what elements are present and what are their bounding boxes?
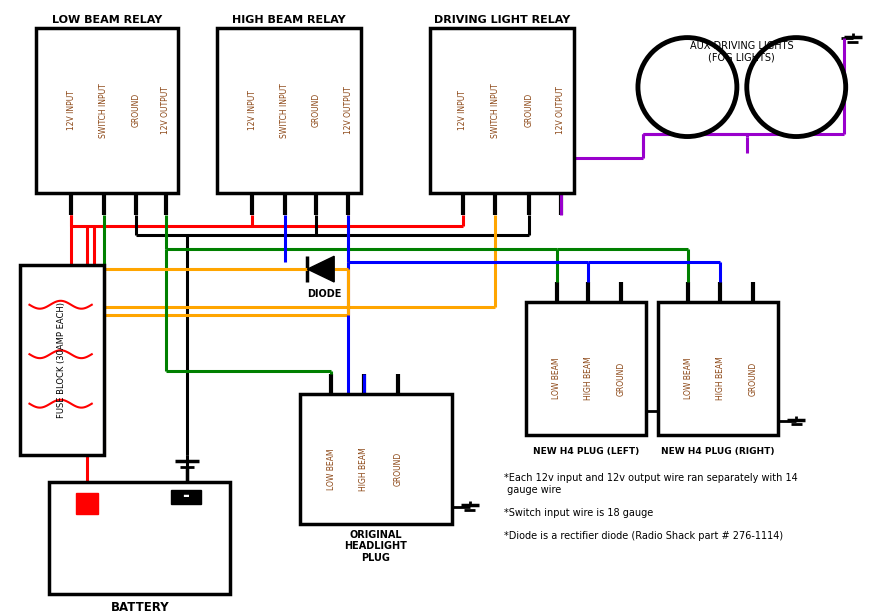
Text: HIGH BEAM RELAY: HIGH BEAM RELAY: [232, 15, 346, 25]
Text: 12V INPUT: 12V INPUT: [458, 90, 467, 130]
Text: NEW H4 PLUG (RIGHT): NEW H4 PLUG (RIGHT): [661, 446, 775, 456]
Text: *Each 12v input and 12v output wire ran separately with 14
 gauge wire

*Switch : *Each 12v input and 12v output wire ran …: [505, 473, 798, 541]
Text: GROUND: GROUND: [132, 93, 141, 128]
Circle shape: [638, 37, 737, 136]
Text: GROUND: GROUND: [312, 93, 321, 128]
Bar: [36, 28, 178, 193]
Text: 12V OUTPUT: 12V OUTPUT: [556, 87, 565, 134]
Bar: [20, 265, 103, 455]
Text: ORIGINAL
HEADLIGHT
PLUG: ORIGINAL HEADLIGHT PLUG: [344, 529, 408, 563]
Text: HIGH BEAM: HIGH BEAM: [584, 357, 593, 400]
Bar: [217, 28, 361, 193]
Text: DRIVING LIGHT RELAY: DRIVING LIGHT RELAY: [433, 15, 570, 25]
Circle shape: [747, 37, 845, 136]
Bar: [658, 301, 779, 435]
Text: 12V INPUT: 12V INPUT: [67, 90, 76, 130]
Text: BATTERY: BATTERY: [110, 601, 169, 614]
Text: +: +: [78, 493, 95, 512]
Text: GROUND: GROUND: [748, 361, 757, 395]
Text: HIGH BEAM: HIGH BEAM: [360, 447, 368, 491]
Text: NEW H4 PLUG (LEFT): NEW H4 PLUG (LEFT): [533, 446, 639, 456]
Text: SWITCH INPUT: SWITCH INPUT: [491, 83, 500, 138]
Text: -: -: [182, 487, 190, 505]
Text: LOW BEAM: LOW BEAM: [553, 358, 562, 399]
Text: 12V OUTPUT: 12V OUTPUT: [161, 87, 171, 134]
Text: SWITCH INPUT: SWITCH INPUT: [99, 83, 109, 138]
Bar: [171, 490, 200, 503]
Text: LOW BEAM RELAY: LOW BEAM RELAY: [52, 15, 162, 25]
Text: AUX DRIVING LIGHTS
(FOG LIGHTS): AUX DRIVING LIGHTS (FOG LIGHTS): [690, 41, 794, 62]
Text: GROUND: GROUND: [394, 452, 403, 486]
Text: GROUND: GROUND: [617, 361, 626, 395]
Text: GROUND: GROUND: [524, 93, 534, 128]
Text: SWITCH INPUT: SWITCH INPUT: [280, 83, 289, 138]
Bar: [300, 394, 452, 524]
Bar: [76, 492, 98, 515]
Bar: [430, 28, 574, 193]
Text: FUSE BLOCK (30AMP EACH): FUSE BLOCK (30AMP EACH): [57, 302, 66, 418]
Polygon shape: [307, 256, 334, 282]
Text: DIODE: DIODE: [307, 289, 342, 299]
Text: HIGH BEAM: HIGH BEAM: [716, 357, 724, 400]
Text: 12V OUTPUT: 12V OUTPUT: [344, 87, 352, 134]
Text: 12V INPUT: 12V INPUT: [247, 90, 256, 130]
Text: LOW BEAM: LOW BEAM: [684, 358, 693, 399]
Bar: [526, 301, 646, 435]
Bar: [49, 482, 231, 594]
Text: LOW BEAM: LOW BEAM: [327, 448, 336, 490]
